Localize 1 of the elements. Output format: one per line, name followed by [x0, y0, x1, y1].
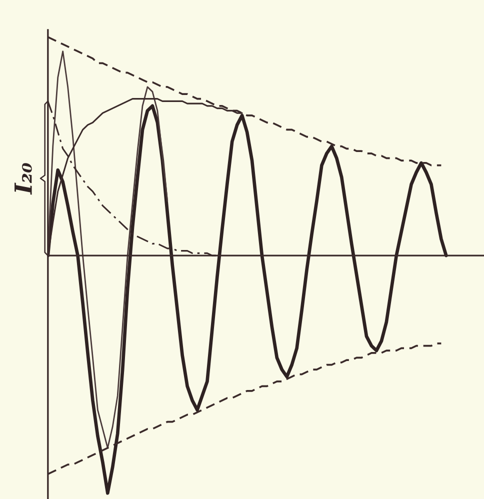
- text: I₂₀: [14, 163, 32, 195]
